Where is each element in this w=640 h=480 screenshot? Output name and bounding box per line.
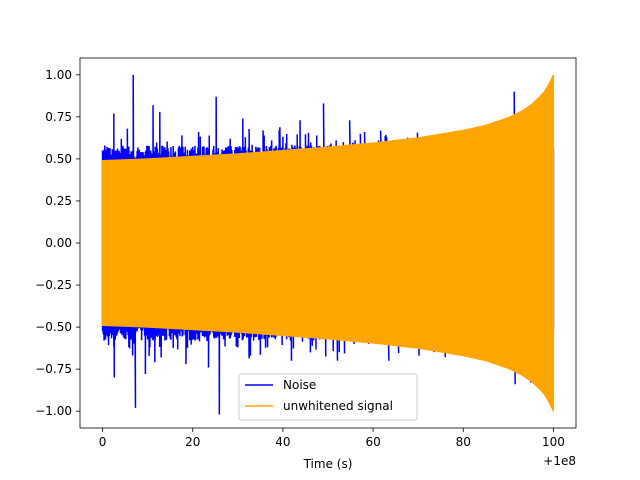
y-axis: 1.00 0.75 0.50 0.25 0.00 −0.25 −0.50 −0.75 −1.00 xyxy=(35,68,80,418)
y-tick-label: −0.50 xyxy=(35,320,72,334)
series-layer xyxy=(101,74,555,415)
y-tick-label: −0.75 xyxy=(35,362,72,376)
legend-box xyxy=(238,373,418,421)
legend-label-noise: Noise xyxy=(283,378,316,392)
x-tick-label: 60 xyxy=(365,435,380,449)
signal-series-band xyxy=(102,74,554,412)
x-tick-label: 20 xyxy=(185,435,200,449)
x-tick-label: 0 xyxy=(99,435,107,449)
signal-series-edge xyxy=(101,74,555,412)
y-tick-label: −1.00 xyxy=(35,404,72,418)
y-tick-label: −0.25 xyxy=(35,278,72,292)
x-axis: 0 20 40 60 80 100 xyxy=(99,428,565,449)
legend-label-signal: unwhitened signal xyxy=(283,399,393,413)
y-tick-label: 0.25 xyxy=(45,194,72,208)
x-tick-label: 40 xyxy=(275,435,290,449)
legend: Noise unwhitened signal xyxy=(238,373,418,421)
y-tick-label: 1.00 xyxy=(45,68,72,82)
x-axis-label: Time (s) xyxy=(303,457,353,471)
x-tick-label: 100 xyxy=(542,435,565,449)
x-axis-offset-label: +1e8 xyxy=(543,454,576,468)
y-tick-label: 0.50 xyxy=(45,152,72,166)
y-tick-label: 0.00 xyxy=(45,236,72,250)
y-tick-label: 0.75 xyxy=(45,110,72,124)
x-tick-label: 80 xyxy=(456,435,471,449)
